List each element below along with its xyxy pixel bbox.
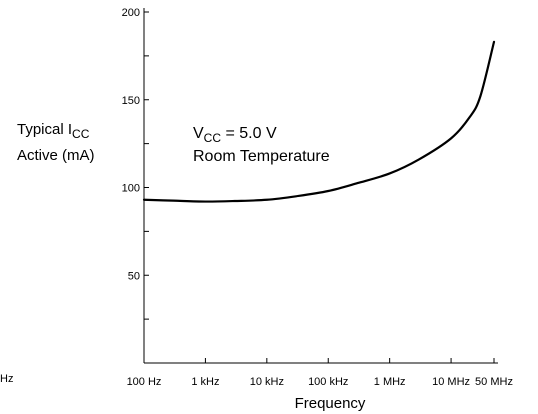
annotation-line1: VCC = 5.0 V bbox=[193, 125, 277, 145]
annotation-vcc-main: V bbox=[193, 125, 204, 142]
y-tick-label: 50 bbox=[128, 270, 140, 282]
y-tick-label: 100 bbox=[122, 183, 140, 195]
series bbox=[142, 40, 496, 203]
condition-annotation: VCC = 5.0 V Room Temperature bbox=[193, 125, 330, 165]
annotation-vcc-subscript: CC bbox=[204, 131, 222, 145]
x-axis-title: Frequency bbox=[295, 395, 366, 412]
cropped-left-label: Hz bbox=[0, 373, 13, 385]
x-tick-label: 1 MHz bbox=[374, 376, 406, 388]
x-tick-label: 50 MHz bbox=[475, 376, 513, 388]
annotation-line2: Room Temperature bbox=[193, 148, 330, 165]
y-axis-title-main: Typical I bbox=[17, 121, 72, 138]
x-tick-label: 1 kHz bbox=[191, 376, 219, 388]
x-tick-label: 100 Hz bbox=[127, 376, 162, 388]
y-axis-title-line1: Typical ICC bbox=[17, 121, 90, 141]
y-tick-label: 150 bbox=[122, 95, 140, 107]
annotation-vcc-value: = 5.0 V bbox=[221, 125, 277, 142]
y-axis-title: Typical ICC Active (mA) bbox=[17, 121, 95, 164]
ticks: 50 100 150 200 100 Hz 1 kHz 10 kHz 100 kHz 1 MHz… bbox=[122, 7, 513, 388]
x-tick-label: 100 kHz bbox=[308, 376, 348, 388]
y-tick-label: 200 bbox=[122, 7, 140, 19]
y-axis-title-line2: Active (mA) bbox=[17, 147, 95, 164]
x-tick-label: 10 kHz bbox=[250, 376, 284, 388]
y-axis-title-subscript: CC bbox=[72, 127, 90, 141]
x-tick-label: 10 MHz bbox=[432, 376, 470, 388]
axes bbox=[143, 8, 498, 364]
series-line bbox=[142, 40, 496, 203]
